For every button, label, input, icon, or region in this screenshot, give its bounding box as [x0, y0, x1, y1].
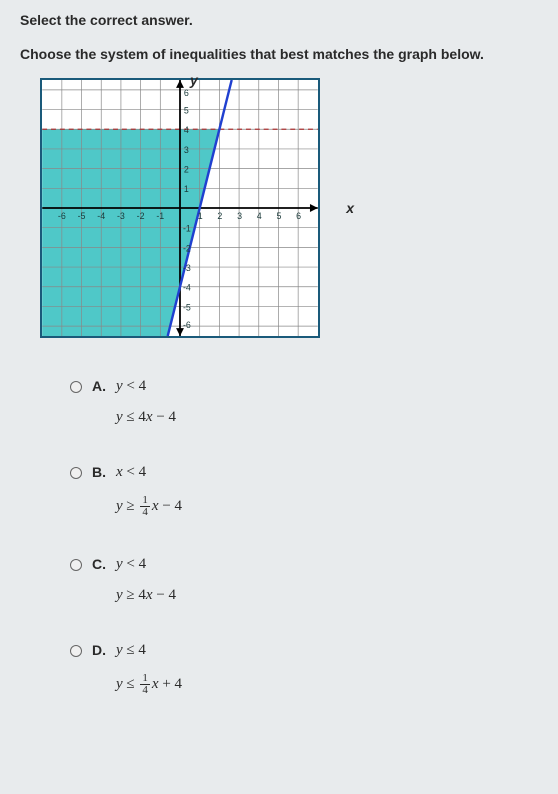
svg-text:-4: -4 [183, 283, 191, 293]
option-content-a: y < 4 y ≤ 4x − 4 [116, 378, 176, 440]
graph-container: y x -6- [40, 78, 340, 348]
radio-icon[interactable] [70, 467, 82, 479]
option-a[interactable]: A. y < 4 y ≤ 4x − 4 [70, 378, 538, 440]
inequality-graph: -6 -5 -4 -3 -2 -1 1 2 3 4 5 6 1 2 3 4 5 6 -1 -2 -3 -4 -5 -6 [40, 78, 320, 338]
question-text: Choose the system of inequalities that b… [20, 46, 538, 62]
svg-text:2: 2 [184, 165, 189, 175]
svg-text:-5: -5 [78, 211, 86, 221]
instruction-text: Select the correct answer. [20, 12, 538, 28]
svg-text:-2: -2 [183, 243, 191, 253]
svg-text:-5: -5 [183, 302, 191, 312]
svg-text:4: 4 [184, 125, 189, 135]
svg-text:-4: -4 [97, 211, 105, 221]
svg-text:-6: -6 [58, 211, 66, 221]
option-d[interactable]: D. y ≤ 4 y ≤ 14x + 4 [70, 642, 538, 710]
svg-text:4: 4 [257, 211, 262, 221]
svg-text:2: 2 [217, 211, 222, 221]
radio-icon[interactable] [70, 645, 82, 657]
svg-text:-2: -2 [137, 211, 145, 221]
option-label-b: B. [92, 464, 116, 480]
x-axis-label: x [346, 200, 354, 216]
option-label-a: A. [92, 378, 116, 394]
option-label-c: C. [92, 556, 116, 572]
option-content-d: y ≤ 4 y ≤ 14x + 4 [116, 642, 182, 710]
svg-text:6: 6 [184, 88, 189, 98]
option-content-b: x < 4 y ≥ 14x − 4 [116, 464, 182, 532]
svg-text:-1: -1 [156, 211, 164, 221]
radio-icon[interactable] [70, 381, 82, 393]
radio-icon[interactable] [70, 559, 82, 571]
option-content-c: y < 4 y ≥ 4x − 4 [116, 556, 176, 618]
svg-text:-3: -3 [117, 211, 125, 221]
y-axis-label: y [190, 72, 198, 88]
option-label-d: D. [92, 642, 116, 658]
svg-text:5: 5 [276, 211, 281, 221]
svg-text:-3: -3 [183, 263, 191, 273]
answer-options: A. y < 4 y ≤ 4x − 4 B. x < 4 y ≥ 14x − 4… [70, 378, 538, 710]
svg-text:1: 1 [198, 211, 203, 221]
option-c[interactable]: C. y < 4 y ≥ 4x − 4 [70, 556, 538, 618]
svg-text:-1: -1 [183, 224, 191, 234]
svg-text:1: 1 [184, 184, 189, 194]
svg-text:5: 5 [184, 105, 189, 115]
option-b[interactable]: B. x < 4 y ≥ 14x − 4 [70, 464, 538, 532]
svg-text:-6: -6 [183, 320, 191, 330]
svg-text:6: 6 [296, 211, 301, 221]
svg-text:3: 3 [184, 145, 189, 155]
svg-text:3: 3 [237, 211, 242, 221]
